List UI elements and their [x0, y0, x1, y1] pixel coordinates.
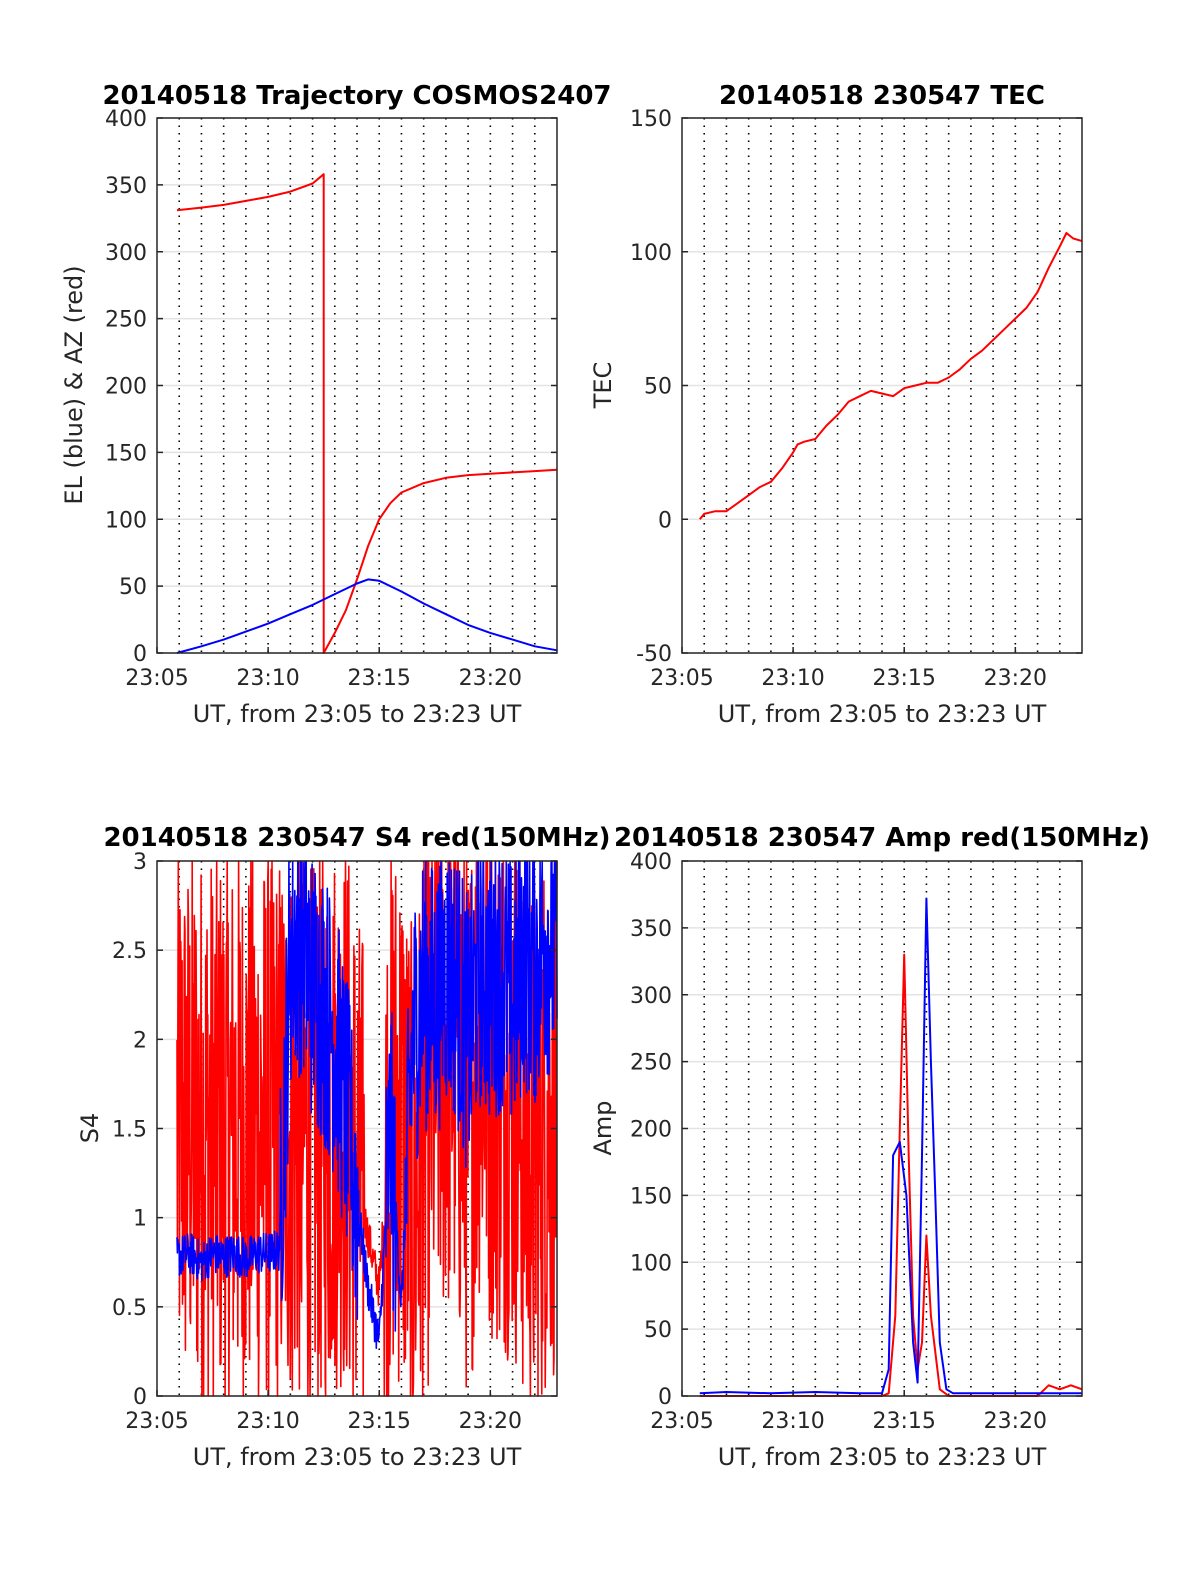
s4-ytick-label: 2	[133, 1028, 147, 1053]
s4-ytick-label: 1.5	[112, 1118, 147, 1143]
trajectory-xtick-label: 23:15	[348, 666, 411, 691]
tec-xlabel: UT, from 23:05 to 23:23 UT	[718, 700, 1047, 728]
tec-series-red	[699, 232, 1083, 520]
s4-ytick-label: 0	[133, 1385, 147, 1410]
amp-ylabel: Amp	[589, 1100, 617, 1155]
trajectory-ytick-label: 150	[105, 441, 147, 466]
trajectory-ytick-label: 200	[105, 375, 147, 400]
s4-ytick-label: 2.5	[112, 939, 147, 964]
trajectory-plot-area	[176, 173, 558, 654]
tec-ticks: -50 0 50 100 150 23:05 23:10 23:15 23:20	[630, 107, 1082, 691]
tec-title: 20140518 230547 TEC	[719, 81, 1045, 111]
s4-ticks: 0 0.5 1 1.5 2 2.5 3 23:05 23:10 23:15 23:20	[112, 850, 557, 1434]
tec-ytick-label: 50	[644, 375, 672, 400]
s4-xlabel: UT, from 23:05 to 23:23 UT	[193, 1443, 522, 1471]
trajectory-ytick-label: 300	[105, 241, 147, 266]
tec-xtick-label: 23:10	[761, 666, 824, 691]
s4-title: 20140518 230547 S4 red(150MHz)	[103, 823, 610, 853]
amp-ytick-label: 50	[644, 1318, 672, 1343]
s4-ylabel: S4	[76, 1113, 104, 1144]
trajectory-ylabel: EL (blue) & AZ (red)	[60, 265, 88, 504]
tec-ylabel: TEC	[589, 362, 617, 410]
tec-plot-area	[699, 232, 1083, 520]
s4-ytick-label: 0.5	[112, 1296, 147, 1321]
s4-axes-frame	[156, 860, 558, 1397]
trajectory-ticks: 0 50 100 150 200 250 300 350 400 23:05 23:10 23:15 2…	[105, 107, 557, 691]
amp-axes-frame	[681, 860, 1083, 1397]
trajectory-xtick-label: 23:05	[125, 666, 188, 691]
tec-panel: 20140518 230547 TEC UT, from 23:05 to 23…	[589, 81, 1083, 728]
tec-ytick-label: 0	[658, 508, 672, 533]
trajectory-title: 20140518 Trajectory COSMOS2407	[102, 81, 611, 111]
amp-ytick-label: 250	[630, 1051, 672, 1076]
tec-xtick-label: 23:15	[873, 666, 936, 691]
trajectory-ytick-label: 350	[105, 174, 147, 199]
amp-plot-area	[699, 897, 1083, 1397]
tec-xtick-label: 23:20	[984, 666, 1047, 691]
amp-series-red	[699, 953, 1083, 1397]
amp-xtick-label: 23:10	[761, 1409, 824, 1434]
s4-ytick-label: 3	[133, 850, 147, 875]
trajectory-series-blue	[176, 578, 558, 654]
amp-xlabel: UT, from 23:05 to 23:23 UT	[718, 1443, 1047, 1471]
amp-xtick-label: 23:05	[650, 1409, 713, 1434]
trajectory-xlabel: UT, from 23:05 to 23:23 UT	[193, 700, 522, 728]
trajectory-panel: 20140518 Trajectory COSMOS2407 UT, from …	[60, 81, 612, 728]
s4-plot-area	[176, 860, 558, 1397]
tec-ytick-label: 100	[630, 241, 672, 266]
amp-xtick-label: 23:20	[984, 1409, 1047, 1434]
trajectory-xtick-label: 23:10	[236, 666, 299, 691]
tec-ytick-label: -50	[636, 642, 672, 667]
tec-xtick-label: 23:05	[650, 666, 713, 691]
tec-ytick-label: 150	[630, 107, 672, 132]
trajectory-axes-frame	[156, 117, 558, 654]
s4-xtick-label: 23:05	[125, 1409, 188, 1434]
amp-ytick-label: 100	[630, 1251, 672, 1276]
s4-xtick-label: 23:20	[459, 1409, 522, 1434]
trajectory-ytick-label: 100	[105, 508, 147, 533]
amp-ytick-label: 150	[630, 1184, 672, 1209]
tec-axes-frame	[681, 117, 1083, 654]
amp-ytick-label: 350	[630, 917, 672, 942]
amp-ytick-label: 0	[658, 1385, 672, 1410]
amp-ytick-label: 400	[630, 850, 672, 875]
amp-title: 20140518 230547 Amp red(150MHz)	[614, 823, 1150, 853]
trajectory-xtick-label: 23:20	[459, 666, 522, 691]
amp-ytick-label: 300	[630, 984, 672, 1009]
s4-series-blue	[176, 860, 558, 1349]
amp-series-blue	[699, 897, 1082, 1395]
trajectory-ytick-label: 50	[119, 575, 147, 600]
s4-panel: 20140518 230547 S4 red(150MHz) UT, from …	[76, 823, 611, 1471]
s4-ytick-label: 1	[133, 1207, 147, 1232]
s4-xtick-label: 23:15	[348, 1409, 411, 1434]
amp-panel: 20140518 230547 Amp red(150MHz) UT, from…	[589, 823, 1150, 1471]
amp-ytick-label: 200	[630, 1118, 672, 1143]
trajectory-ytick-label: 250	[105, 308, 147, 333]
amp-xtick-label: 23:15	[873, 1409, 936, 1434]
s4-xtick-label: 23:10	[236, 1409, 299, 1434]
amp-ticks: 0 50 100 150 200 250 300 350 400 23:05 23:10 23:15 2…	[630, 850, 1082, 1434]
trajectory-ytick-label: 400	[105, 107, 147, 132]
trajectory-ytick-label: 0	[133, 642, 147, 667]
trajectory-series-red	[176, 173, 558, 654]
